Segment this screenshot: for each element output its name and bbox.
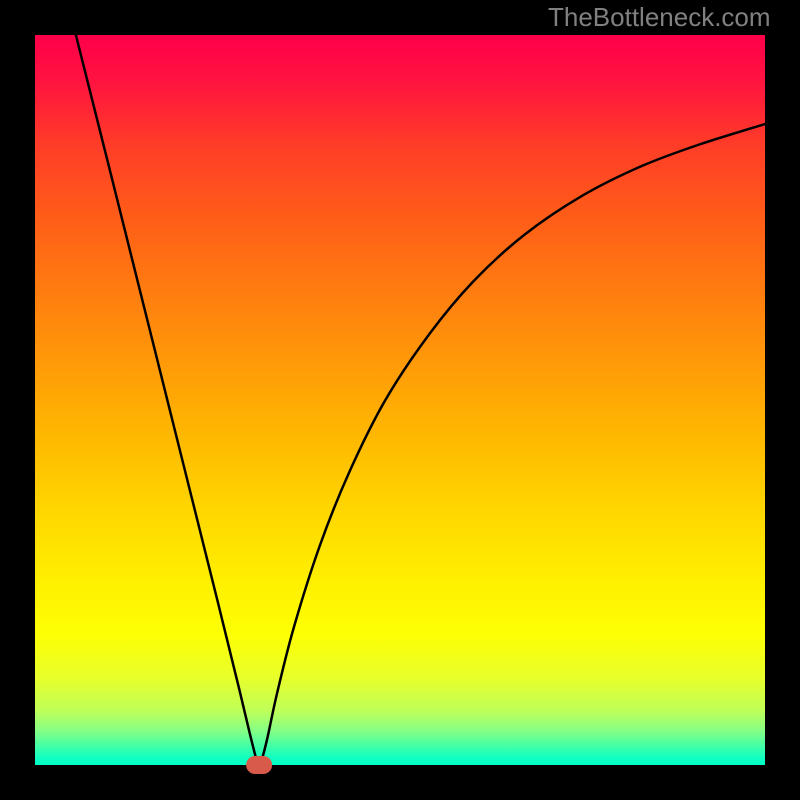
vertex-marker — [246, 756, 272, 774]
chart-canvas: TheBottleneck.com — [0, 0, 800, 800]
watermark-text: TheBottleneck.com — [548, 4, 771, 30]
plot-background-gradient — [35, 35, 765, 765]
chart-svg — [0, 0, 800, 800]
